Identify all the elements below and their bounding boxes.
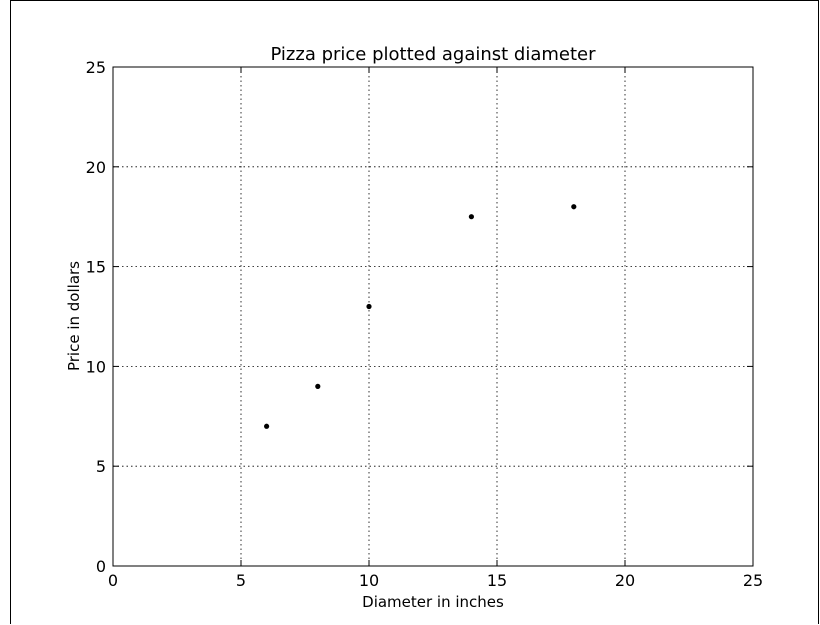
x-tick-label: 15 bbox=[487, 571, 507, 590]
figure-frame bbox=[10, 0, 819, 624]
data-point bbox=[315, 383, 321, 389]
x-tick-label: 5 bbox=[236, 571, 246, 590]
y-tick-label: 20 bbox=[86, 158, 106, 177]
data-point bbox=[264, 423, 270, 429]
x-tick-label: 0 bbox=[108, 571, 118, 590]
y-tick-label: 15 bbox=[86, 258, 106, 277]
y-tick-label: 5 bbox=[96, 457, 106, 476]
y-tick-label: 25 bbox=[86, 58, 106, 77]
x-tick-label: 10 bbox=[359, 571, 379, 590]
plot-area bbox=[112, 66, 754, 567]
axis-ticks bbox=[112, 66, 754, 567]
y-tick-labels: 0 5 10 15 20 25 bbox=[86, 58, 106, 576]
x-axis-label: Diameter in inches bbox=[362, 593, 504, 611]
data-point bbox=[468, 214, 474, 220]
x-tick-label: 20 bbox=[615, 571, 635, 590]
grid-lines bbox=[112, 66, 754, 567]
x-tick-labels: 0 5 10 15 20 25 bbox=[108, 571, 763, 590]
chart-title: Pizza price plotted against diameter bbox=[270, 44, 596, 65]
data-points bbox=[264, 204, 577, 429]
y-tick-label: 10 bbox=[86, 357, 106, 376]
data-point bbox=[571, 204, 577, 210]
y-tick-label: 0 bbox=[96, 557, 106, 576]
x-tick-label: 25 bbox=[743, 571, 763, 590]
data-point bbox=[366, 303, 372, 310]
y-axis-label: Price in dollars bbox=[65, 261, 83, 371]
